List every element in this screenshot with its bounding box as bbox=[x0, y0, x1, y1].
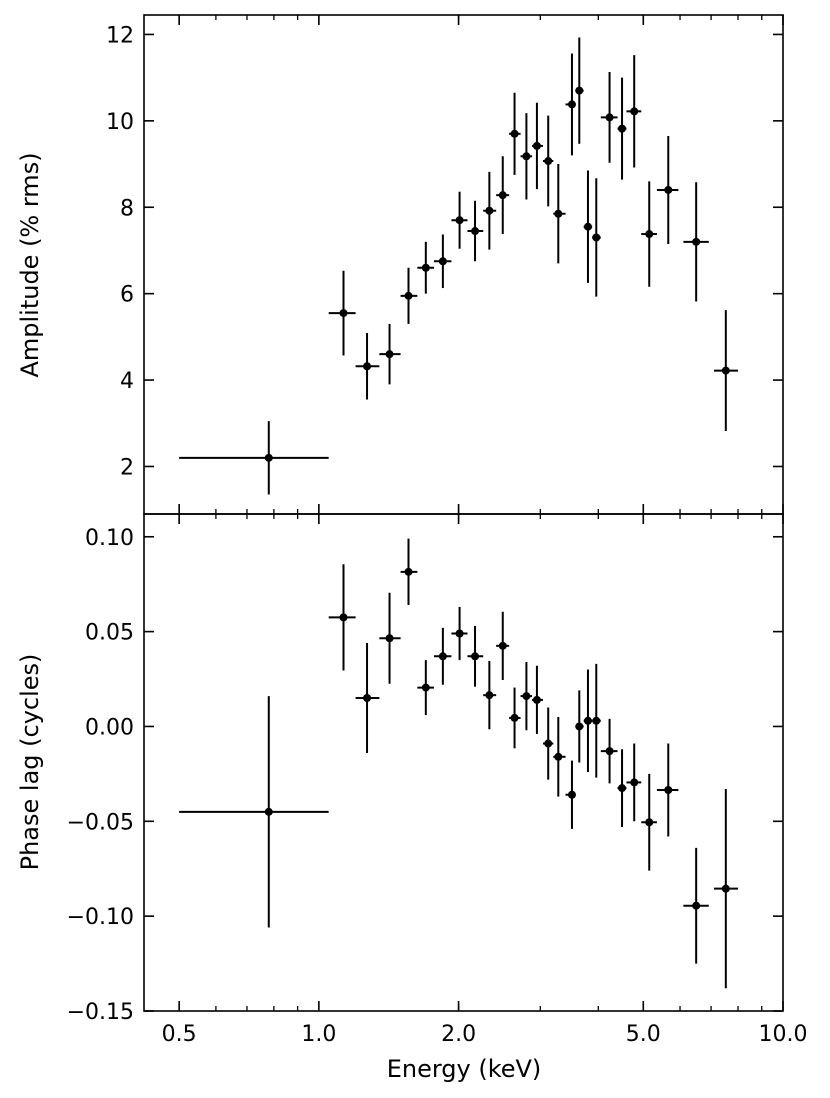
phase-lag-data-point bbox=[605, 747, 614, 756]
amplitude-data-point bbox=[605, 113, 614, 122]
phase-lag-data-point bbox=[575, 722, 584, 731]
x-tick-label: 1.0 bbox=[301, 1022, 336, 1047]
amplitude-y-tick-label: 6 bbox=[120, 283, 134, 308]
amplitude-data-point bbox=[664, 185, 673, 194]
x-tick-label: 10.0 bbox=[759, 1022, 808, 1047]
amplitude-y-tick-label: 8 bbox=[120, 196, 134, 221]
x-tick-label: 0.5 bbox=[162, 1022, 197, 1047]
amplitude-data-point bbox=[363, 362, 372, 371]
panel-top-amplitude: 2 4 6 8 10 12 Amplitude (% rms) bbox=[16, 14, 784, 515]
amplitude-y-axis-label: Amplitude (% rms) bbox=[16, 152, 44, 377]
phase-lag-data-point bbox=[630, 778, 639, 787]
amplitude-plot-frame bbox=[143, 14, 784, 515]
x-tick-label: 2.0 bbox=[441, 1022, 476, 1047]
amplitude-y-tick-label: 10 bbox=[106, 110, 134, 135]
phase-lag-plot-area: 0.5 1.0 2.0 5.0 10.0 −0.15 −0.10 −0.05 0.00 0.05 0… bbox=[67, 513, 808, 1047]
phase-lag-y-tick-label: −0.10 bbox=[67, 905, 134, 930]
amplitude-data-point bbox=[618, 124, 627, 133]
amplitude-data-point bbox=[692, 237, 701, 246]
amplitude-data-point bbox=[554, 209, 563, 218]
phase-lag-plot-frame bbox=[143, 513, 784, 1012]
phase-lag-data-point bbox=[618, 784, 627, 793]
phase-lag-data-point bbox=[438, 652, 447, 661]
amplitude-plot-area: 2 4 6 8 10 12 bbox=[106, 14, 784, 515]
amplitude-data-point bbox=[721, 366, 730, 375]
amplitude-data-point bbox=[404, 291, 413, 300]
phase-lag-data-point bbox=[592, 716, 601, 725]
phase-lag-y-tick-label: −0.05 bbox=[67, 810, 134, 835]
amplitude-y-tick-label: 4 bbox=[120, 369, 134, 394]
x-tick-label: 5.0 bbox=[626, 1022, 661, 1047]
phase-lag-data-point bbox=[498, 641, 507, 650]
amplitude-data-point bbox=[575, 86, 584, 95]
amplitude-data-point bbox=[264, 453, 273, 462]
phase-lag-data-point bbox=[554, 752, 563, 761]
phase-lag-y-axis-label: Phase lag (cycles) bbox=[16, 654, 44, 871]
phase-lag-data-point bbox=[510, 713, 519, 722]
phase-lag-data-point bbox=[567, 790, 576, 799]
energy-x-axis-label: Energy (keV) bbox=[387, 1055, 542, 1083]
phase-lag-data-point bbox=[471, 652, 480, 661]
phase-lag-data-point bbox=[421, 683, 430, 692]
phase-lag-data-point bbox=[404, 567, 413, 576]
phase-lag-y-tick-label: 0.10 bbox=[85, 526, 134, 551]
amplitude-data-point bbox=[544, 157, 553, 166]
panel-bottom-phase-lag: 0.5 1.0 2.0 5.0 10.0 −0.15 −0.10 −0.05 0.00 0.05 0… bbox=[16, 513, 808, 1083]
amplitude-data-point bbox=[455, 216, 464, 225]
phase-lag-y-tick-label: 0.05 bbox=[85, 621, 134, 646]
phase-lag-data-point bbox=[645, 818, 654, 827]
amplitude-data-point bbox=[567, 100, 576, 109]
phase-lag-y-tick-label: 0.00 bbox=[85, 715, 134, 740]
amplitude-y-tick-label: 12 bbox=[106, 23, 134, 48]
amplitude-data-point bbox=[471, 227, 480, 236]
amplitude-data-point bbox=[592, 233, 601, 242]
phase-lag-data-point bbox=[544, 739, 553, 748]
amplitude-data-point bbox=[583, 222, 592, 231]
phase-lag-data-point bbox=[583, 716, 592, 725]
amplitude-data-point bbox=[630, 107, 639, 116]
phase-lag-data-point bbox=[385, 634, 394, 643]
amplitude-data-point bbox=[438, 257, 447, 266]
amplitude-y-tick-label: 2 bbox=[120, 455, 134, 480]
amplitude-data-point bbox=[385, 350, 394, 359]
phase-lag-data-point bbox=[692, 901, 701, 910]
amplitude-data-point bbox=[421, 263, 430, 272]
amplitude-data-point bbox=[522, 152, 531, 161]
phase-lag-data-point bbox=[721, 884, 730, 893]
phase-lag-y-tick-label: −0.15 bbox=[67, 1000, 134, 1025]
phase-lag-data-point bbox=[264, 807, 273, 816]
amplitude-data-point bbox=[510, 129, 519, 138]
phase-lag-data-point bbox=[664, 786, 673, 795]
phase-lag-data-point bbox=[363, 694, 372, 703]
amplitude-data-point bbox=[339, 309, 348, 318]
amplitude-data-point bbox=[485, 206, 494, 215]
phase-lag-data-point bbox=[522, 692, 531, 701]
phase-lag-data-point bbox=[455, 629, 464, 638]
phase-lag-data-point bbox=[485, 691, 494, 700]
amplitude-data-point bbox=[532, 141, 541, 150]
amplitude-data-point bbox=[498, 191, 507, 200]
phase-lag-data-point bbox=[532, 695, 541, 704]
amplitude-data-point bbox=[645, 230, 654, 239]
phase-lag-data-point bbox=[339, 613, 348, 622]
